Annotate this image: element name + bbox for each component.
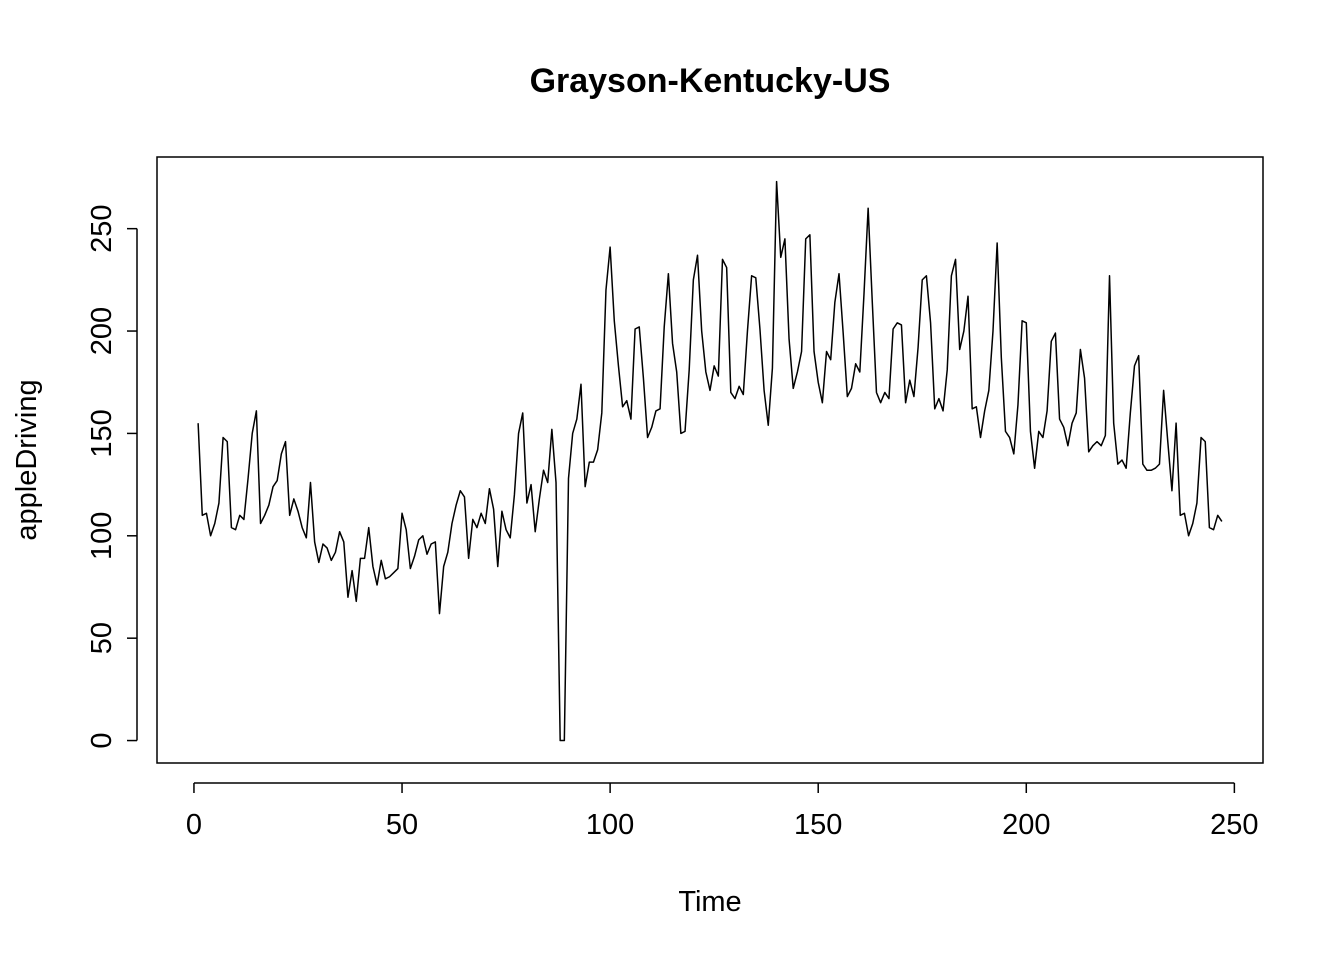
y-tick-label: 0 — [86, 732, 118, 748]
series-line — [197, 180, 1223, 742]
chart-title: Grayson-Kentucky-US — [530, 62, 891, 100]
x-axis: 0 50 100 150 200 250 — [186, 782, 1259, 841]
plot-area-frame — [156, 156, 1264, 764]
y-tick-label: 150 — [86, 409, 118, 457]
y-tick-label: 250 — [86, 204, 118, 252]
y-tick-label: 100 — [86, 512, 118, 560]
x-tick-label: 150 — [794, 809, 842, 841]
y-tick-label: 50 — [86, 622, 118, 654]
x-tick-label: 100 — [586, 809, 634, 841]
y-axis: 0 50 100 150 200 250 — [86, 204, 138, 749]
x-tick-label: 0 — [186, 809, 202, 841]
x-axis-label: Time — [678, 886, 741, 918]
x-tick-label: 200 — [1002, 809, 1050, 841]
y-tick-label: 200 — [86, 307, 118, 355]
y-axis-label: appleDriving — [11, 379, 43, 540]
x-tick-label: 250 — [1210, 809, 1258, 841]
x-tick-label: 50 — [386, 809, 418, 841]
